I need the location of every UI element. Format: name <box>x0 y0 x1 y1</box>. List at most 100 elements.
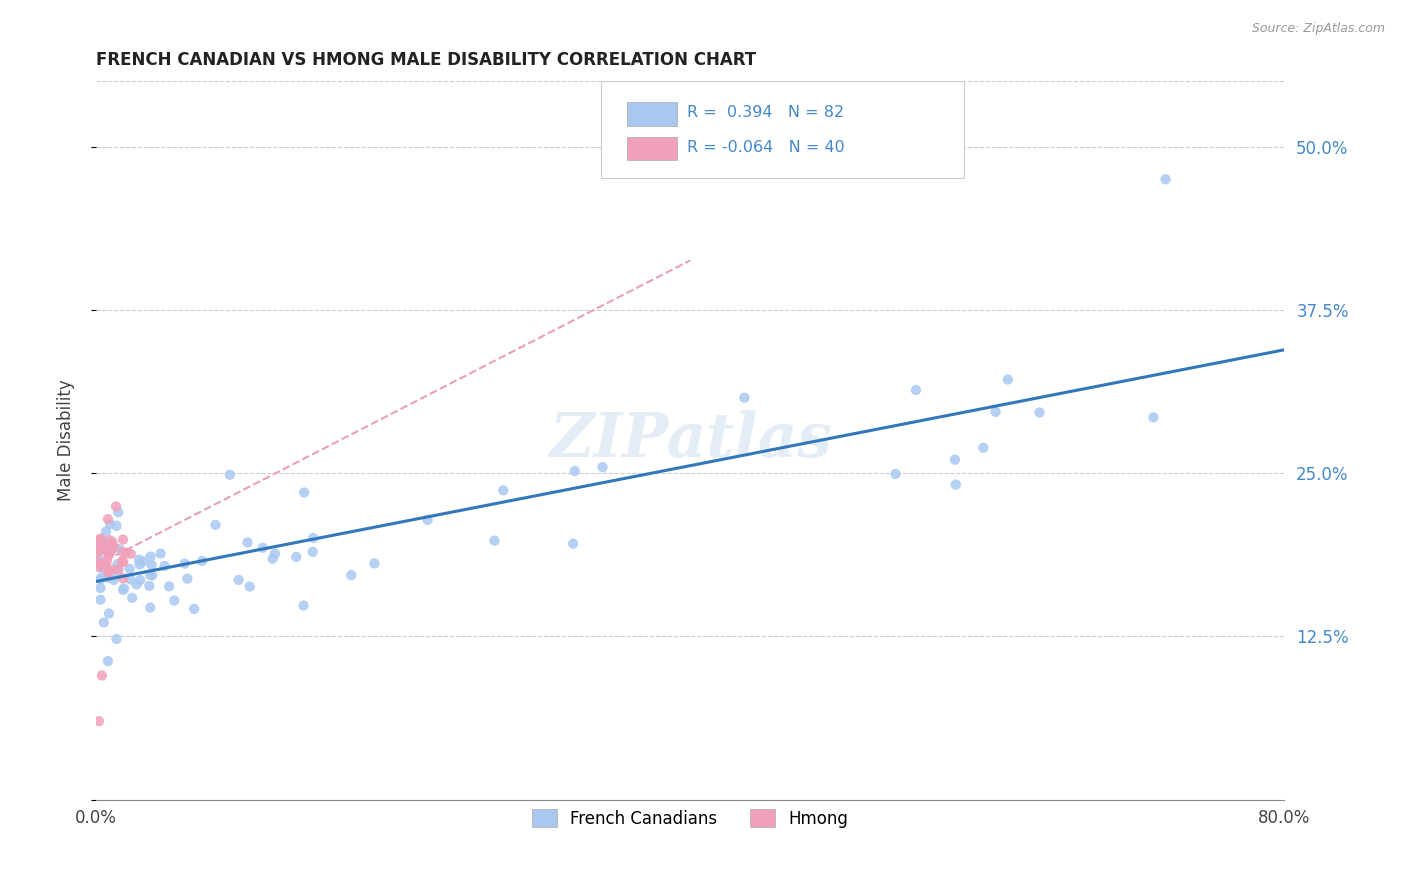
Point <box>98 538 121 552</box>
Point <box>89 553 111 567</box>
Point <box>86 544 108 558</box>
Point <box>89 538 111 552</box>
Point <box>363 557 385 571</box>
Point <box>100 562 122 576</box>
Point <box>100 543 122 558</box>
Point <box>302 531 325 545</box>
Point <box>107 563 129 577</box>
Point <box>87 560 110 574</box>
Point <box>157 579 180 593</box>
Point <box>163 593 186 607</box>
Point <box>285 549 308 564</box>
Point <box>103 573 125 587</box>
Point <box>89 581 111 595</box>
Point <box>141 558 163 573</box>
Point <box>89 572 111 586</box>
Point <box>91 668 114 682</box>
Point <box>94 543 117 558</box>
Point <box>86 546 108 560</box>
Point <box>97 564 120 578</box>
Point <box>120 547 142 561</box>
Point <box>218 467 240 482</box>
Text: FRENCH CANADIAN VS HMONG MALE DISABILITY CORRELATION CHART: FRENCH CANADIAN VS HMONG MALE DISABILITY… <box>96 51 756 69</box>
Point <box>90 537 112 551</box>
Point <box>94 558 117 572</box>
Point <box>301 545 323 559</box>
Point <box>89 534 111 549</box>
Point <box>997 372 1019 386</box>
Point <box>90 532 112 546</box>
Point <box>984 405 1007 419</box>
Point <box>89 558 111 572</box>
Point <box>97 654 120 668</box>
Point <box>416 513 439 527</box>
Point <box>132 554 155 568</box>
FancyBboxPatch shape <box>627 136 678 161</box>
Point <box>1154 172 1177 186</box>
Point <box>138 579 160 593</box>
Point <box>263 547 285 561</box>
Point <box>292 599 315 613</box>
Point <box>91 539 114 553</box>
Text: R =  0.394   N = 82: R = 0.394 N = 82 <box>686 104 844 120</box>
Point <box>107 505 129 519</box>
Point <box>87 540 110 554</box>
Point <box>86 533 108 548</box>
Point <box>943 452 966 467</box>
Point <box>107 564 129 578</box>
Point <box>562 536 585 550</box>
Point <box>100 541 122 555</box>
Point <box>101 535 124 549</box>
Point <box>173 557 195 571</box>
Point <box>121 591 143 605</box>
Point <box>112 582 135 596</box>
Text: ZIPatlas: ZIPatlas <box>548 410 831 470</box>
Point <box>191 554 214 568</box>
Point <box>97 541 120 556</box>
Point <box>91 561 114 575</box>
FancyBboxPatch shape <box>602 81 963 178</box>
Point <box>228 573 250 587</box>
Point <box>90 557 112 571</box>
Point <box>340 568 363 582</box>
Point <box>98 607 121 621</box>
Point <box>115 546 138 560</box>
Point <box>484 533 506 548</box>
Point <box>89 533 111 547</box>
Point <box>292 485 315 500</box>
Point <box>105 519 128 533</box>
Point <box>87 556 110 570</box>
Point <box>239 580 262 594</box>
Point <box>564 464 586 478</box>
Point <box>904 383 927 397</box>
Point <box>176 572 198 586</box>
Point <box>153 558 176 573</box>
Point <box>183 602 205 616</box>
Point <box>94 524 117 539</box>
Point <box>884 467 907 481</box>
Point <box>125 577 148 591</box>
Point <box>96 553 118 567</box>
Point <box>98 517 121 532</box>
Point <box>93 615 115 630</box>
Point <box>89 592 111 607</box>
Point <box>96 537 118 551</box>
Point <box>141 568 163 582</box>
Point <box>111 554 134 568</box>
Point <box>105 632 128 646</box>
Point <box>492 483 515 498</box>
Point <box>1142 410 1164 425</box>
Text: R = -0.064   N = 40: R = -0.064 N = 40 <box>686 140 845 155</box>
Point <box>97 571 120 585</box>
Point <box>86 542 108 557</box>
Point <box>94 558 117 573</box>
Legend: French Canadians, Hmong: French Canadians, Hmong <box>524 803 855 834</box>
Point <box>262 551 284 566</box>
Point <box>90 571 112 585</box>
Point <box>108 542 131 557</box>
Point <box>87 714 110 728</box>
Point <box>204 517 226 532</box>
Point <box>97 566 120 580</box>
Point <box>945 477 967 491</box>
Point <box>1028 405 1050 419</box>
